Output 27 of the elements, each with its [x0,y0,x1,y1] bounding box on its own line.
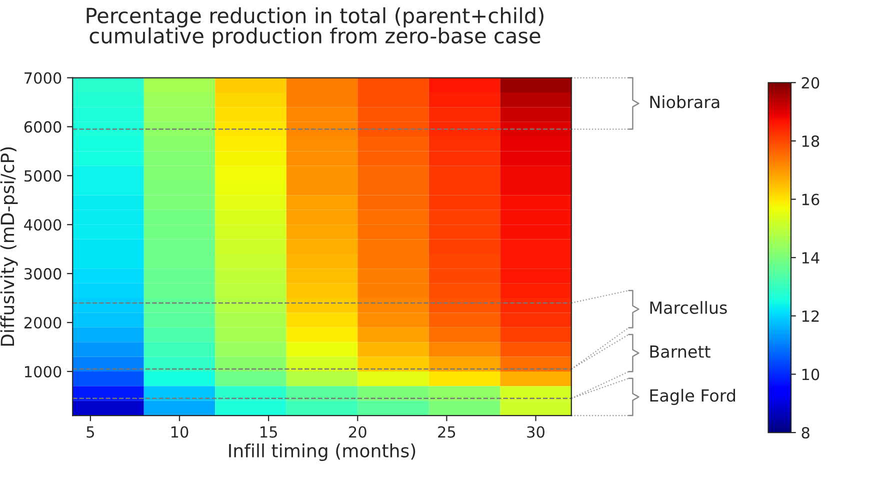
color-bar-label: 14 [802,252,820,264]
y-tick-label: 4000 [24,219,62,231]
chart-title: Percentage reduction in total (parent+child) cumulative production from zero-base case [86,7,544,48]
y-tick-label: 3000 [24,268,62,280]
x-axis-title: Infill timing (months) [229,444,416,461]
color-bar-label: 16 [802,194,820,206]
x-tick-label: 5 [86,426,94,438]
x-tick-label: 10 [171,426,188,438]
y-tick-label: 7000 [24,72,62,84]
text: Barnett [650,345,710,358]
y-tick-label: 1000 [25,366,62,378]
text: Eagle Ford [650,388,735,406]
y-tick-label: 6000 [24,121,62,133]
color-bar-label: 12 [802,310,819,322]
color-bar-label: 10 [802,368,820,380]
x-tick-label: 30 [527,426,544,438]
text: Marcellus [650,301,727,314]
x-tick-label: 20 [349,426,366,438]
x-tick-label: 15 [260,426,277,438]
x-tick-label: 25 [438,426,456,438]
color-bar-label: 18 [802,135,820,147]
y-tick-label: 5000 [24,170,62,182]
y-tick-label: 2000 [24,316,62,329]
text: Niobrara [650,95,720,108]
color-bar-label: 20 [802,77,820,89]
color-bar-label: 8 [802,427,810,439]
y-axis-title: Diffusivity (mD-psi/cP) [0,147,18,346]
